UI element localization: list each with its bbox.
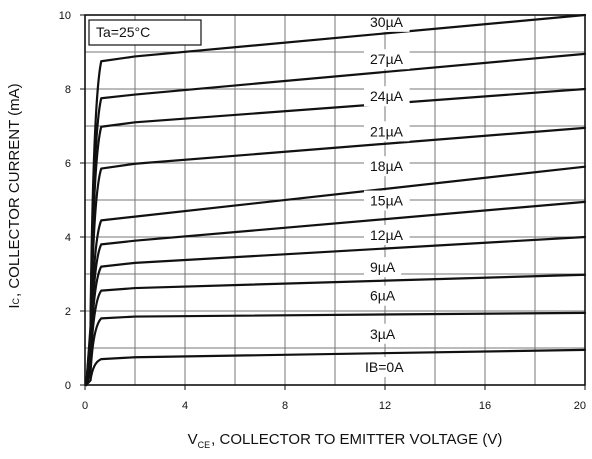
series-label: 18µA bbox=[370, 158, 404, 174]
x-tick-label: 16 bbox=[479, 400, 491, 412]
series-label-background bbox=[359, 357, 413, 378]
temperature-annotation: Ta=25°C bbox=[96, 24, 150, 40]
y-tick-label: 8 bbox=[65, 84, 71, 96]
series-line bbox=[85, 13, 587, 387]
series-label: 21µA bbox=[370, 123, 404, 139]
series-label: 24µA bbox=[370, 88, 404, 104]
x-axis-label-rest: , COLLECTOR TO EMITTER VOLTAGE (V) bbox=[211, 431, 503, 448]
series-label-background bbox=[364, 323, 402, 344]
series-line bbox=[85, 348, 587, 387]
series-label-background bbox=[364, 285, 402, 306]
y-tick-label: 2 bbox=[65, 306, 71, 318]
series-label: 15µA bbox=[370, 193, 404, 209]
annotation-box bbox=[88, 19, 202, 46]
series-label-background bbox=[364, 156, 410, 177]
x-axis-label-main: V bbox=[187, 431, 198, 448]
x-tick-label: 0 bbox=[82, 400, 88, 412]
x-tick-label: 8 bbox=[282, 400, 288, 412]
x-axis-label-subscript: CE bbox=[197, 440, 211, 450]
series-label: IB=0A bbox=[365, 359, 404, 375]
y-tick-label: 4 bbox=[65, 232, 71, 244]
series-label: 6µA bbox=[370, 288, 396, 304]
plot-border bbox=[84, 14, 586, 386]
x-tick-label: 4 bbox=[182, 400, 188, 412]
x-tick-label: 12 bbox=[379, 400, 391, 412]
series-label: 27µA bbox=[370, 51, 404, 67]
series-label-background bbox=[364, 11, 410, 32]
y-tick-label: 10 bbox=[59, 10, 71, 22]
y-tick-label: 0 bbox=[65, 380, 71, 392]
series-label-background bbox=[364, 257, 402, 278]
series-label: 9µA bbox=[370, 259, 396, 275]
series-label: 3µA bbox=[370, 326, 396, 342]
series-label: 12µA bbox=[370, 227, 404, 243]
series-label-background bbox=[364, 190, 410, 211]
x-axis-label: VCE, COLLECTOR TO EMITTER VOLTAGE (V) bbox=[135, 431, 555, 450]
series-label-background bbox=[364, 86, 410, 107]
series-label: 30µA bbox=[370, 14, 404, 30]
y-tick-label: 6 bbox=[65, 158, 71, 170]
x-tick-label: 20 bbox=[574, 400, 586, 412]
series-label-background bbox=[364, 49, 410, 70]
series-label-background bbox=[364, 121, 410, 142]
series-label-background bbox=[364, 224, 410, 245]
